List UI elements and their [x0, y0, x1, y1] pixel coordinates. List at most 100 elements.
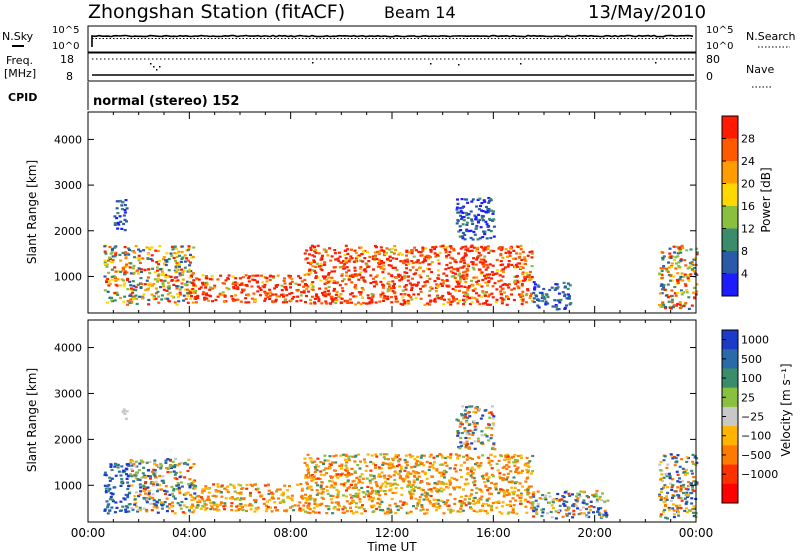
scatter-cell — [359, 506, 363, 509]
scatter-cell — [134, 474, 138, 477]
scatter-cell — [156, 511, 160, 514]
scatter-cell — [679, 251, 683, 254]
scatter-cell — [203, 508, 207, 511]
scatter-cell — [377, 489, 381, 493]
scatter-cell — [401, 296, 405, 299]
scatter-cell — [398, 252, 402, 255]
y-tick-label: 1000 — [54, 270, 82, 283]
scatter-cell — [567, 492, 571, 495]
scatter-cell — [170, 465, 174, 468]
scatter-cell — [174, 471, 178, 474]
scatter-cell — [666, 486, 669, 489]
scatter-cell — [375, 507, 379, 511]
scatter-cell — [375, 246, 378, 249]
scatter-cell — [151, 483, 155, 486]
scatter-cell — [410, 260, 414, 263]
scatter-cell — [400, 493, 404, 496]
scatter-cell — [338, 464, 342, 467]
scatter-cell — [469, 470, 473, 473]
scatter-cell — [190, 498, 194, 502]
scatter-cell — [136, 256, 140, 260]
scatter-cell — [134, 471, 138, 474]
scatter-cell — [466, 249, 469, 252]
scatter-cell — [307, 504, 311, 507]
scatter-cell — [165, 252, 169, 255]
scatter-cell — [188, 511, 192, 514]
scatter-cell — [351, 480, 355, 483]
scatter-cell — [133, 465, 137, 468]
scatter-cell — [521, 266, 525, 269]
scatter-cell — [182, 269, 186, 272]
scatter-cell — [320, 302, 324, 305]
scatter-cell — [449, 303, 453, 306]
scatter-cell — [113, 465, 117, 468]
scatter-cell — [448, 479, 451, 482]
scatter-cell — [115, 291, 119, 294]
scatter-cell — [442, 470, 446, 473]
scatter-cell — [449, 245, 453, 248]
scatter-cell — [470, 466, 474, 469]
scatter-cell — [345, 500, 349, 503]
scatter-cell — [491, 273, 495, 276]
scatter-cell — [354, 284, 358, 287]
scatter-cell — [127, 253, 131, 256]
colorbar-swatch — [722, 138, 738, 162]
scatter-cell — [396, 483, 400, 487]
scatter-cell — [300, 489, 304, 492]
scatter-cell — [592, 506, 596, 509]
scatter-cell — [475, 292, 479, 295]
power-ylabel: Slant Range [km] — [25, 160, 39, 264]
scatter-cell — [290, 499, 294, 502]
scatter-cell — [677, 496, 681, 499]
scatter-cell — [311, 281, 315, 284]
scatter-cell — [457, 211, 460, 214]
power-panel-frame — [87, 111, 697, 314]
scatter-cell — [299, 299, 303, 302]
scatter-cell — [151, 259, 154, 262]
scatter-cell — [478, 497, 482, 500]
scatter-cell — [162, 256, 166, 259]
x-tick-label: 12:00 — [375, 526, 410, 540]
scatter-cell — [175, 285, 179, 288]
scatter-cell — [393, 478, 397, 482]
scatter-cell — [347, 472, 351, 475]
scatter-cell — [513, 464, 517, 467]
scatter-cell — [227, 288, 231, 291]
scatter-cell — [475, 249, 478, 252]
scatter-cell — [324, 467, 328, 470]
scatter-cell — [377, 258, 381, 261]
scatter-cell — [671, 484, 675, 487]
scatter-cell — [186, 491, 190, 494]
scatter-cell — [420, 505, 424, 509]
scatter-cell — [233, 281, 237, 284]
scatter-cell — [674, 256, 678, 259]
scatter-cell — [455, 418, 459, 421]
scatter-cell — [419, 456, 423, 459]
scatter-cell — [449, 456, 452, 459]
scatter-cell — [340, 273, 344, 276]
colorbar-swatch — [722, 161, 738, 184]
scatter-cell — [202, 291, 206, 294]
scatter-cell — [148, 460, 152, 464]
scatter-cell — [334, 296, 338, 300]
scatter-cell — [113, 511, 117, 514]
scatter-cell — [467, 502, 471, 505]
scatter-cell — [152, 295, 156, 298]
scatter-cell — [252, 499, 256, 502]
scatter-cell — [532, 515, 536, 518]
velocity-colorbar-label: Velocity [m s⁻¹] — [779, 363, 793, 456]
scatter-cell — [372, 268, 375, 271]
scatter-cell — [444, 248, 448, 251]
scatter-cell — [510, 288, 514, 291]
scatter-cell — [333, 249, 337, 252]
scatter-cell — [449, 453, 453, 456]
scatter-cell — [201, 293, 205, 296]
scatter-cell — [301, 497, 305, 500]
scatter-cell — [442, 512, 446, 515]
scatter-cell — [465, 229, 469, 233]
scatter-cell — [487, 487, 491, 490]
scatter-cell — [311, 285, 315, 288]
scatter-cell — [409, 296, 413, 299]
scatter-cell — [313, 460, 317, 463]
scatter-cell — [475, 491, 478, 494]
